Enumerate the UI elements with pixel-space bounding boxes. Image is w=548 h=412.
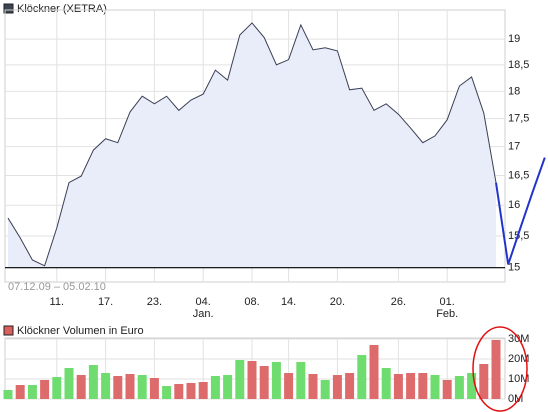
y-tick-label: 18,5: [508, 59, 529, 71]
volume-bar: [284, 373, 294, 399]
volume-bar: [345, 373, 355, 399]
volume-bar: [88, 365, 98, 399]
highlight-circle: [472, 326, 528, 412]
y-tick-label: 20M: [508, 353, 529, 365]
price-line: [495, 157, 546, 265]
volume-bar: [454, 376, 464, 399]
x-tick-label: 20.: [330, 296, 345, 308]
volume-bar: [467, 373, 477, 399]
y-tick-label: 15: [508, 262, 520, 274]
volume-bar: [198, 382, 208, 399]
volume-bar: [162, 386, 172, 399]
y-tick-label: 17,5: [508, 113, 529, 125]
volume-bar: [210, 376, 220, 399]
y-tick-label: 0M: [508, 393, 523, 405]
volume-bar: [137, 375, 147, 399]
volume-bar: [52, 377, 62, 399]
volume-bar: [381, 368, 391, 399]
volume-bar: [40, 380, 50, 399]
y-tick-label: 17: [508, 141, 520, 153]
x-tick-label: 08.: [244, 296, 259, 308]
x-tick-label: 26.: [391, 296, 406, 308]
volume-bar: [442, 380, 452, 399]
x-tick-label: 04. Jan.: [193, 296, 214, 320]
volume-bar: [430, 375, 440, 399]
area-fill: [8, 22, 496, 268]
volume-bar: [479, 364, 489, 399]
y-tick-label: 16: [508, 199, 520, 211]
volume-bar: [271, 362, 281, 399]
y-tick-label: 19: [508, 33, 520, 45]
volume-bar: [223, 375, 233, 399]
y-tick-label: 18: [508, 85, 520, 97]
title-swatch: [3, 3, 14, 14]
volume-bar: [15, 385, 25, 399]
volume-bar: [296, 362, 306, 399]
x-tick-label: 14.: [281, 296, 296, 308]
volume-bar: [418, 373, 428, 399]
volume-bar: [332, 375, 342, 399]
volume-bar: [27, 385, 37, 399]
chart-title: Klöckner (XETRA): [17, 3, 107, 15]
volume-bar: [113, 376, 123, 399]
volume-bar: [64, 368, 74, 399]
volume-bar: [149, 378, 159, 399]
volume-bar: [186, 383, 196, 399]
volume-bar: [393, 374, 403, 399]
volume-bar: [259, 366, 269, 399]
chart-title: Klöckner Volumen in Euro: [17, 325, 144, 337]
volume-bar: [247, 361, 257, 399]
x-tick-label: 17.: [98, 296, 113, 308]
volume-bar: [101, 373, 111, 399]
volume-bar: [320, 380, 330, 399]
volume-bar: [308, 374, 318, 399]
x-tick-label: 11.: [50, 296, 64, 308]
plot-frame: [4, 9, 506, 283]
volume-bar: [125, 374, 135, 399]
volume-bar: [3, 390, 13, 399]
volume-bar: [235, 360, 245, 399]
price-line: [7, 22, 497, 267]
y-tick-label: 16,5: [508, 169, 529, 181]
volume-bar: [76, 375, 86, 399]
x-tick-label: 23.: [147, 296, 162, 308]
volume-bar: [369, 345, 379, 399]
volume-bar: [491, 340, 501, 399]
x-tick-label: 01. Feb.: [436, 296, 458, 320]
volume-bar: [357, 355, 367, 399]
date-range: 07.12.09 – 05.02.10: [8, 281, 106, 293]
y-tick-label: 10M: [508, 373, 529, 385]
volume-bar: [174, 384, 184, 399]
title-swatch: [3, 325, 14, 336]
volume-bar: [406, 373, 416, 399]
